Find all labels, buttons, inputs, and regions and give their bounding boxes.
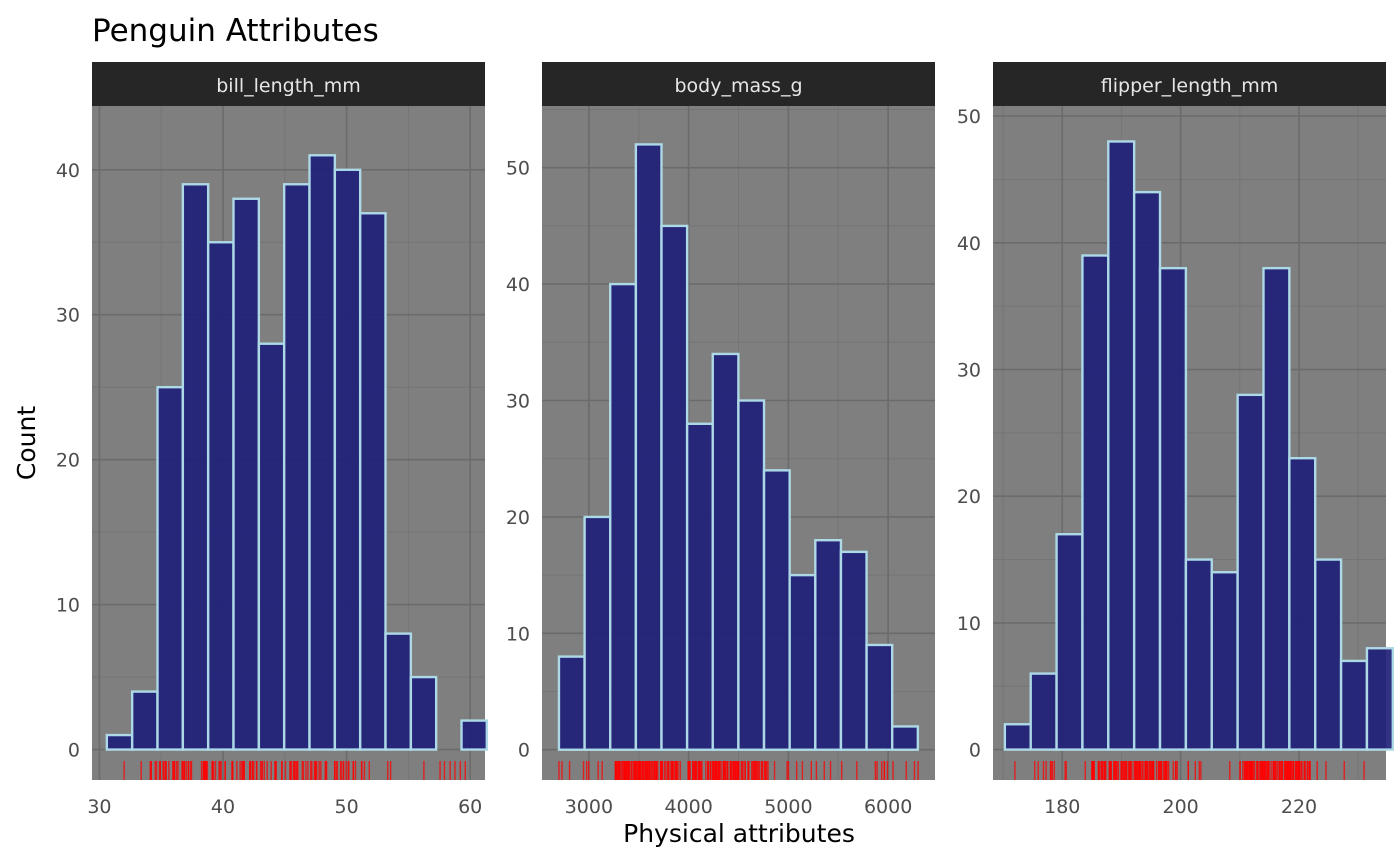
histogram-bar [156,385,185,751]
histogram-bar [232,197,261,751]
histogram-bar [1158,266,1188,751]
y-axis-title: Count [12,406,41,480]
x-tick-label: 60 [458,796,482,818]
histogram-bar [660,224,689,751]
facet-strip-label: bill_length_mm [216,75,360,97]
x-tick-label: 3000 [565,796,613,818]
histogram-bar [1081,254,1110,751]
histogram-bar [308,154,337,751]
y-tick-label: 30 [957,360,981,382]
x-axis-title: Physical attributes [623,819,855,848]
y-tick-label: 10 [506,623,530,645]
histogram-bar [891,725,920,751]
histogram-bar [788,573,817,751]
facet-strip [92,62,485,106]
y-tick-label: 30 [56,305,80,327]
rug-marks [1014,761,1365,780]
histogram-bar [130,690,159,751]
histogram-bar [1210,571,1239,751]
x-tick-label: 6000 [864,796,912,818]
facet-strip [542,62,935,106]
facet-panel-body-mass-g: body_mass_g 0 10 20 30 40 50 3000 4000 5000 6000 [506,62,935,818]
histogram-bar [865,643,894,751]
histogram-bar [1288,457,1317,751]
y-tick-label: 40 [56,160,80,182]
histogram-bar [634,143,663,751]
y-tick-label: 50 [957,106,981,128]
histogram-bar [1003,723,1032,751]
histogram-bar [1132,190,1162,751]
histogram-bar [814,539,843,751]
y-tick-label: 20 [56,450,80,472]
histogram-bar [711,352,740,751]
histogram-bar [839,550,868,751]
histogram-bar [1365,647,1395,751]
y-tick-label: 10 [56,595,80,617]
x-tick-label: 5000 [764,796,812,818]
facet-strip [993,62,1386,106]
histogram-bar [1236,393,1265,751]
chart-title: Penguin Attributes [92,13,379,49]
y-tick-label: 40 [957,233,981,255]
histogram-bar [257,342,286,751]
x-tick-label: 180 [1044,796,1080,818]
y-tick-label: 20 [506,507,530,529]
x-tick-label: 200 [1162,796,1198,818]
y-tick-label: 30 [506,391,530,413]
rug-marks [558,761,919,780]
x-tick-label: 220 [1281,796,1317,818]
histogram-bar [409,675,438,751]
histogram-bar [1262,266,1291,751]
y-tick-label: 0 [969,740,981,762]
histogram-bar [583,515,612,751]
x-tick-label: 30 [87,796,111,818]
histogram-bar [1339,659,1369,751]
histogram-bar [282,183,311,751]
histogram-bar [762,469,791,751]
y-tick-label: 40 [506,274,530,296]
histogram-bar [609,282,638,751]
histogram-bar [105,733,134,751]
x-tick-label: 40 [211,796,235,818]
y-tick-label: 0 [518,740,530,762]
histogram-bar [333,168,362,751]
histogram-bar [384,632,413,751]
y-tick-label: 20 [957,486,981,508]
histogram-bar [1055,533,1084,751]
y-tick-label: 50 [506,158,530,180]
facet-strip-label: body_mass_g [675,75,803,97]
histogram-bar [557,655,586,751]
y-tick-label: 0 [68,740,80,762]
y-tick-label: 10 [957,613,981,635]
histogram-bar [685,422,714,751]
rug-marks [123,761,466,780]
histogram-bar [1314,558,1343,751]
facet-panel-flipper-length-mm: flipper_length_mm 0 10 20 30 40 50 180 200 220 [957,62,1395,818]
x-tick-label: 4000 [664,796,712,818]
histogram-bar [1029,672,1058,751]
histogram-bar [358,212,387,751]
histogram-bar [1184,558,1213,751]
histogram-bar [206,241,235,751]
facet-strip-label: flipper_length_mm [1101,75,1278,97]
facet-panels: bill_length_mm 0 10 20 30 40 30 40 50 60 body_mass… [56,62,1395,818]
facet-panel-bill-length-mm: bill_length_mm 0 10 20 30 40 30 40 50 60 [56,62,489,818]
histogram-bar [1107,140,1136,751]
histogram-bar [460,719,489,751]
histogram-bar [737,399,766,751]
x-tick-label: 50 [334,796,358,818]
histogram-bar [181,183,210,751]
